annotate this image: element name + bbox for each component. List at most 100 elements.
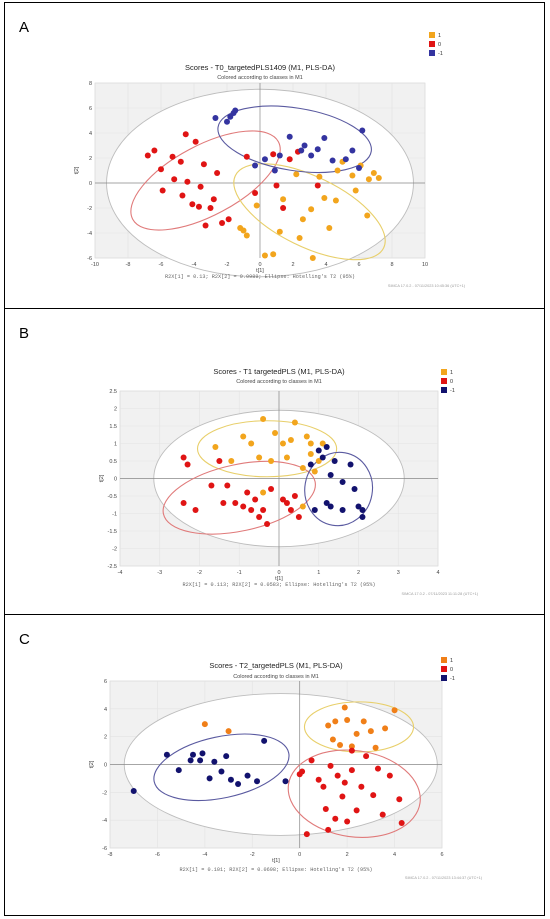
- x-tick-label: 0: [258, 262, 261, 268]
- data-point: [283, 500, 290, 506]
- data-point: [359, 127, 366, 134]
- data-point: [240, 503, 247, 510]
- class-ellipse: [304, 451, 374, 527]
- x-tick-label: -6: [155, 852, 160, 858]
- data-point: [184, 461, 191, 468]
- data-point: [370, 792, 377, 799]
- data-point: [182, 131, 189, 138]
- data-point: [315, 447, 322, 454]
- data-point: [175, 767, 182, 774]
- data-point: [348, 743, 355, 750]
- data-point: [232, 107, 239, 114]
- data-point: [256, 454, 263, 461]
- y-tick-label: 0: [104, 763, 107, 769]
- data-point: [197, 757, 204, 764]
- data-point: [199, 750, 206, 757]
- data-point: [190, 751, 196, 758]
- data-point: [252, 162, 259, 169]
- data-point: [307, 451, 314, 457]
- panel-letter: C: [19, 631, 30, 648]
- legend-label: -1: [438, 51, 443, 57]
- y-axis-label: t[2]: [99, 474, 105, 482]
- class-ellipse: [162, 460, 316, 535]
- data-point: [323, 444, 330, 450]
- data-point: [398, 819, 405, 826]
- data-point: [293, 171, 300, 178]
- data-point: [344, 818, 351, 825]
- y-tick-label: -2: [102, 790, 107, 796]
- data-point: [270, 151, 277, 158]
- data-point: [364, 212, 371, 219]
- y-tick-label: 2: [104, 735, 107, 741]
- data-point: [342, 156, 349, 163]
- data-point: [341, 704, 348, 711]
- data-point: [219, 220, 226, 226]
- watermark-text: SIMCA 17.0.2 - 07/11/2023 10:45:36 (UTC+…: [388, 284, 466, 288]
- class-ellipse: [233, 163, 386, 261]
- data-point: [244, 489, 251, 496]
- legend-label: 0: [450, 667, 453, 673]
- data-point: [320, 783, 327, 790]
- legend-label: 1: [450, 658, 453, 664]
- x-tick-label: 2: [357, 570, 360, 576]
- data-point: [299, 465, 306, 471]
- data-point: [279, 440, 286, 447]
- data-point: [244, 772, 251, 779]
- data-point: [296, 235, 303, 241]
- data-point: [352, 187, 359, 194]
- data-point: [363, 753, 370, 760]
- data-point: [359, 507, 366, 513]
- x-axis-label: t[1]: [256, 268, 264, 274]
- x-tick-label: 6: [440, 852, 443, 858]
- data-point: [256, 514, 263, 520]
- y-tick-label: 6: [104, 679, 107, 685]
- data-point: [356, 165, 362, 171]
- data-point: [218, 768, 225, 775]
- x-tick-label: -4: [202, 852, 207, 858]
- data-point: [370, 170, 377, 176]
- y-tick-label: 2.5: [109, 389, 117, 395]
- data-point: [202, 222, 209, 229]
- legend-swatch: [441, 378, 447, 384]
- data-point: [283, 454, 290, 461]
- data-point: [201, 721, 208, 728]
- legend-swatch: [429, 41, 435, 47]
- data-point: [280, 205, 287, 211]
- data-point: [344, 716, 351, 723]
- chart-title: Scores - T1 targetedPLS (M1, PLS-DA): [213, 367, 345, 376]
- chart-title: Scores - T0_targetedPLS1409 (M1, PLS-DA): [185, 63, 335, 72]
- legend-swatch: [441, 675, 447, 681]
- data-point: [291, 419, 298, 426]
- x-tick-label: 3: [397, 570, 400, 576]
- data-point: [327, 472, 334, 478]
- data-point: [171, 176, 178, 183]
- data-point: [224, 118, 230, 125]
- data-point: [379, 811, 386, 818]
- data-point: [228, 458, 235, 464]
- data-point: [339, 793, 346, 800]
- data-point: [311, 507, 318, 513]
- data-point: [353, 807, 360, 814]
- x-tick-label: 8: [390, 262, 393, 268]
- y-tick-label: 4: [104, 707, 107, 713]
- x-tick-label: -10: [91, 262, 99, 268]
- data-point: [260, 489, 267, 496]
- x-tick-label: 0: [298, 852, 301, 858]
- data-point: [308, 757, 315, 764]
- x-tick-label: 4: [324, 262, 327, 268]
- x-tick-label: 4: [393, 852, 396, 858]
- footer-text: R2X[1] = 0.101; R2X[2] = 0.0698; Ellipse…: [179, 867, 372, 873]
- data-point: [180, 454, 187, 461]
- data-point: [252, 190, 259, 196]
- data-point: [200, 161, 207, 168]
- x-tick-label: 4: [436, 570, 439, 576]
- data-point: [248, 440, 255, 447]
- data-point: [391, 707, 398, 714]
- x-tick-label: 2: [291, 262, 294, 268]
- data-point: [248, 507, 255, 513]
- chart-subtitle: Colored according to classes in M1: [217, 75, 303, 81]
- data-point: [327, 503, 334, 510]
- data-point: [334, 772, 341, 779]
- data-point: [225, 216, 232, 223]
